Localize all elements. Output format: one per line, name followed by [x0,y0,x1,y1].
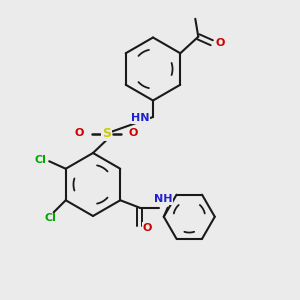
Text: NH: NH [154,194,172,204]
Text: HN: HN [131,113,150,124]
Text: Cl: Cl [35,155,47,165]
Text: O: O [215,38,225,48]
Text: Cl: Cl [45,213,57,223]
Text: O: O [142,223,152,233]
Text: O: O [75,128,84,139]
Text: S: S [102,127,111,140]
Text: O: O [129,128,138,139]
